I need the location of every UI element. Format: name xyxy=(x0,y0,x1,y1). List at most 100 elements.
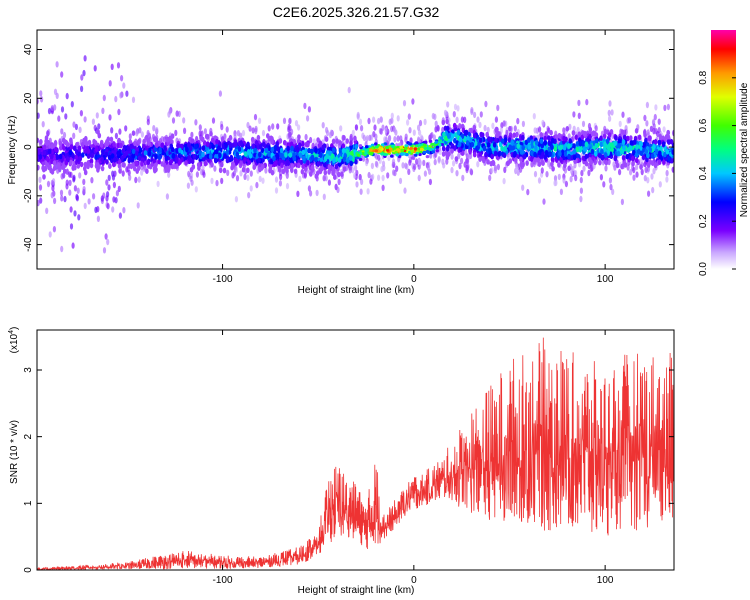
spectrogram-cell xyxy=(604,152,608,158)
spectrogram-cell xyxy=(346,149,350,155)
spectrogram-cell xyxy=(134,150,139,156)
y-tick-label: -20 xyxy=(23,188,34,203)
spectrogram-cell xyxy=(581,120,586,128)
spectrogram-cell xyxy=(94,146,99,153)
spectrogram-cell xyxy=(301,149,306,156)
spectrogram-cell xyxy=(508,125,512,132)
y-tick-label: 0 xyxy=(23,144,34,150)
spectrogram-cell xyxy=(91,118,95,125)
spectrogram-cell xyxy=(136,202,140,209)
spectrogram-cell xyxy=(594,125,598,132)
spectrogram-cell xyxy=(590,148,595,155)
spectrogram-cell xyxy=(110,127,114,134)
spectrogram-cell xyxy=(119,92,123,99)
spectrogram-cell xyxy=(368,148,373,152)
spectrogram-cell xyxy=(77,151,82,158)
spectrogram-cell xyxy=(395,153,400,157)
spectrogram-cell xyxy=(588,157,592,163)
spectrogram-cell xyxy=(390,154,394,158)
spectrogram-cell xyxy=(567,143,571,149)
spectrogram-cell xyxy=(665,176,669,183)
spectrogram-cell xyxy=(483,124,487,132)
spectrogram-cell xyxy=(290,145,294,152)
snr-y-label: SNR (10 * v/v) xyxy=(9,420,20,484)
y-tick-label: 1 xyxy=(23,500,34,506)
spectrogram-cell xyxy=(618,168,622,176)
spectrogram-cell xyxy=(578,147,583,153)
spectrogram-cell xyxy=(118,168,122,174)
spectrogram-cell xyxy=(306,159,310,166)
spectrogram-cell xyxy=(72,121,76,128)
spectrogram-cell xyxy=(567,153,571,160)
spectrogram-cell xyxy=(75,195,79,202)
spectrogram-cell xyxy=(143,150,148,156)
spectrogram-cell xyxy=(621,155,626,161)
spectrogram-cell xyxy=(153,162,158,169)
spectrogram-cell xyxy=(316,137,320,143)
spectrogram-cell xyxy=(507,137,512,143)
spectrogram-cell xyxy=(86,148,91,154)
spectrogram-cell xyxy=(142,138,146,145)
spectrogram-cell xyxy=(584,153,588,160)
spectrogram-cell xyxy=(306,141,310,148)
spectrogram-cell xyxy=(210,162,214,168)
spectrogram-cell xyxy=(457,141,462,148)
spectrogram-cell xyxy=(537,177,542,184)
spectrogram-cell xyxy=(605,138,610,144)
spectrogram-cell xyxy=(629,169,633,176)
spectrogram-cell xyxy=(574,170,578,177)
spectrogram-cell xyxy=(431,150,436,154)
spectrogram-cell xyxy=(608,177,613,184)
spectrogram-cell xyxy=(666,134,671,140)
spectrogram-cell xyxy=(388,147,393,151)
spectrogram-cell xyxy=(146,159,150,166)
spectrogram-cell xyxy=(450,166,454,174)
spectrogram-cell xyxy=(583,131,587,137)
spectrogram-cell xyxy=(300,168,305,175)
spectrogram-cell xyxy=(112,161,116,168)
spectrogram-cell xyxy=(117,108,121,116)
spectrogram-cell xyxy=(402,100,407,107)
spectrogram-cell xyxy=(604,165,608,172)
spectrogram-cell xyxy=(472,151,477,158)
spectrogram-cell xyxy=(210,177,214,185)
spectrogram-cell xyxy=(131,96,136,104)
spectrogram-cell xyxy=(241,166,246,173)
colorbar-gradient xyxy=(711,30,736,269)
spectrogram-cell xyxy=(49,167,53,174)
spectrogram-cell xyxy=(628,117,632,124)
spectrogram-cell xyxy=(211,144,215,150)
spectrogram-cell xyxy=(140,169,144,176)
colorbar-tick-label: 0.6 xyxy=(698,118,709,132)
spectrogram-cell xyxy=(48,231,52,238)
spectrogram-cell xyxy=(45,139,49,146)
spectrogram-cell xyxy=(481,155,485,162)
spectrogram-cell xyxy=(99,142,104,148)
spectrogram-cell xyxy=(176,143,180,149)
spectrogram-cell xyxy=(76,163,81,169)
spectrogram-cell xyxy=(285,182,290,190)
spectrogram-cell xyxy=(527,144,531,150)
spectrogram-cell xyxy=(590,131,595,137)
spectrogram-cell xyxy=(121,148,126,154)
spectrogram-cell xyxy=(646,152,650,159)
colorbar-tick-label: 0.2 xyxy=(698,214,709,228)
spectrogram-cell xyxy=(494,116,498,123)
spectrogram-cell xyxy=(598,159,602,166)
spectrogram-cell xyxy=(233,165,237,173)
spectrogram-cell xyxy=(634,157,639,164)
spectrogram-cell xyxy=(404,133,408,140)
spectrogram-cell xyxy=(110,63,114,70)
spectrogram-cell xyxy=(248,125,252,132)
spectrogram-cell xyxy=(322,175,326,182)
spectrogram-cell xyxy=(433,158,437,166)
spectrogram-cell xyxy=(643,132,647,138)
spectrogram-cell xyxy=(128,174,132,181)
spectrogram-cell xyxy=(273,144,278,151)
spectrogram-cell xyxy=(224,142,228,149)
spectrogram-cell xyxy=(396,135,400,142)
spectrogram-cell xyxy=(119,142,123,149)
spectrogram-cell xyxy=(258,175,262,183)
spectrogram-cell xyxy=(611,188,615,195)
spectrogram-cell xyxy=(178,147,182,154)
